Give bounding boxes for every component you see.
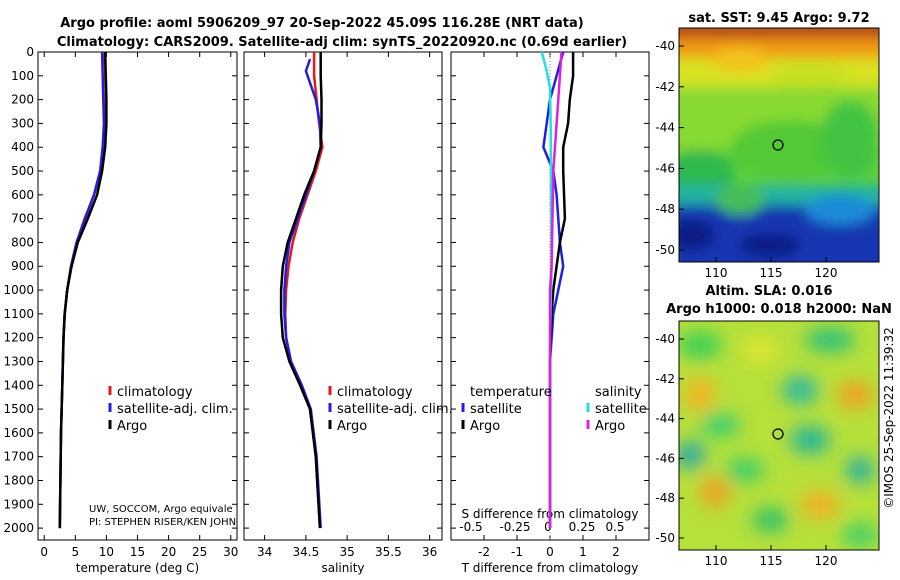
y-tick-label: 1000	[3, 283, 34, 297]
note-line-2: PI: STEPHEN RISER/KEN JOHN	[89, 517, 236, 528]
x-axis-label: T difference from climatology	[461, 561, 639, 575]
legend-label: satellite	[595, 402, 647, 417]
legend-label: climatology	[337, 385, 413, 400]
x-tick-label: 25	[192, 545, 207, 559]
y-tick-label: 0	[26, 45, 34, 59]
x-tick-label: 35.5	[375, 545, 402, 559]
legend-label: climatology	[117, 385, 193, 400]
map-x-tick-label: 115	[760, 554, 783, 568]
y-tick-label: 1200	[3, 331, 34, 345]
y-tick-label: 1800	[3, 473, 34, 487]
axes-box	[37, 51, 238, 541]
y-tick-label: 1900	[3, 497, 34, 511]
top-tick-label: 0.25	[569, 520, 596, 534]
map-y-tick-label: -50	[655, 243, 675, 257]
x-tick-label: 1	[579, 545, 587, 559]
map-x-tick-label: 120	[815, 266, 838, 280]
axes-box	[243, 51, 443, 541]
legend-label: satellite-adj. clim.	[337, 402, 453, 417]
y-tick-label: 800	[11, 235, 34, 249]
sla-map: -40 -42 -44 -46 -48 -50 110 115 120	[655, 320, 880, 568]
x-tick-label: 15	[130, 545, 145, 559]
x-tick-label: -2	[478, 545, 490, 559]
top-tick-label: 0.5	[605, 520, 624, 534]
legend-title: salinity	[595, 385, 642, 400]
temperature-panel: 0100200300400500600700800900100011001200…	[3, 45, 238, 575]
legend-title: temperature	[470, 385, 552, 400]
x-tick-label: 2	[612, 545, 620, 559]
title-line-2: Climatology: CARS2009. Satellite-adj cli…	[57, 35, 627, 50]
map-y-tick-label: -42	[655, 80, 675, 94]
sst-map: -40 -42 -44 -46 -48 -50 110 115 120	[655, 27, 880, 280]
legend-label: Argo	[470, 419, 500, 434]
top-tick-label: 0	[544, 520, 552, 534]
y-tick-label: 1600	[3, 426, 34, 440]
map-y-tick-label: -50	[655, 531, 675, 545]
map-x-tick-label: 110	[705, 266, 728, 280]
map-y-tick-label: -48	[655, 202, 675, 216]
x-tick-label: 36	[422, 545, 437, 559]
y-tick-label: 1400	[3, 378, 34, 392]
y-tick-label: 1500	[3, 402, 34, 416]
map-y-tick-label: -48	[655, 491, 675, 505]
map-y-tick-label: -44	[655, 412, 675, 426]
note-line-1: UW, SOCCOM, Argo equivale	[89, 504, 233, 515]
x-axis-label: salinity	[321, 561, 364, 575]
legend-label: satellite-adj. clim.	[117, 402, 233, 417]
legend-label: Argo	[337, 419, 367, 434]
salinity-panel: 34 34.5 35 35.5 36 salinity climatology satelli…	[243, 51, 453, 575]
map-y-tick-label: -40	[655, 39, 675, 53]
y-tick-label: 500	[11, 164, 34, 178]
x-tick-label: 0	[546, 545, 554, 559]
y-tick-label: 700	[11, 212, 34, 226]
map-x-tick-label: 110	[705, 554, 728, 568]
series-line-argo	[58, 51, 108, 529]
argo-location-marker	[772, 139, 784, 151]
map-y-tick-label: -46	[655, 451, 675, 465]
y-tick-label: 1700	[3, 450, 34, 464]
sla-title-1: Altim. SLA: 0.016	[706, 284, 833, 299]
y-tick-label: 100	[11, 69, 34, 83]
map-y-tick-label: -46	[655, 161, 675, 175]
map-x-tick-label: 115	[760, 266, 783, 280]
legend-label: satellite	[470, 402, 522, 417]
y-tick-label: 2000	[3, 521, 34, 535]
x-tick-label: 5	[71, 545, 79, 559]
x-tick-label: 34	[257, 545, 272, 559]
x-tick-label: -1	[511, 545, 523, 559]
x-tick-label: 10	[99, 545, 114, 559]
difference-panel: -2 -1 0 1 2 T difference from climatology -0.5…	[450, 51, 650, 575]
y-tick-label: 300	[11, 116, 34, 130]
sla-title-2: Argo h1000: 0.018 h2000: NaN	[666, 302, 892, 317]
y-tick-label: 1300	[3, 354, 34, 368]
sst-title: sat. SST: 9.45 Argo: 9.72	[688, 11, 869, 26]
title-line-1: Argo profile: aoml 5906209_97 20-Sep-202…	[60, 16, 584, 31]
x-tick-label: 35	[339, 545, 354, 559]
series-line-sal_argo	[548, 51, 563, 529]
y-tick-label: 400	[11, 140, 34, 154]
x-axis-label: temperature (deg C)	[76, 561, 199, 575]
series-line-satellite	[283, 58, 322, 529]
map-y-tick-label: -44	[655, 121, 675, 135]
map-y-tick-label: -42	[655, 372, 675, 386]
y-tick-label: 900	[11, 259, 34, 273]
series-line-argo	[279, 52, 323, 529]
top-tick-label: -0.5	[459, 520, 482, 534]
y-tick-label: 200	[11, 93, 34, 107]
argo-location-marker	[772, 428, 784, 440]
map-x-tick-label: 120	[815, 554, 838, 568]
legend-label: Argo	[595, 419, 625, 434]
x-tick-label: 20	[161, 545, 176, 559]
y-tick-label: 600	[11, 188, 34, 202]
x-tick-label: 30	[223, 545, 238, 559]
top-tick-label: -0.25	[499, 520, 530, 534]
x-tick-label: 34.5	[293, 545, 320, 559]
map-y-tick-label: -40	[655, 332, 675, 346]
y-tick-label: 1100	[3, 307, 34, 321]
legend-label: Argo	[117, 419, 147, 434]
copyright-stamp: ©IMOS 25-Sep-2022 11:39:32	[882, 327, 896, 509]
x-tick-label: 0	[40, 545, 48, 559]
